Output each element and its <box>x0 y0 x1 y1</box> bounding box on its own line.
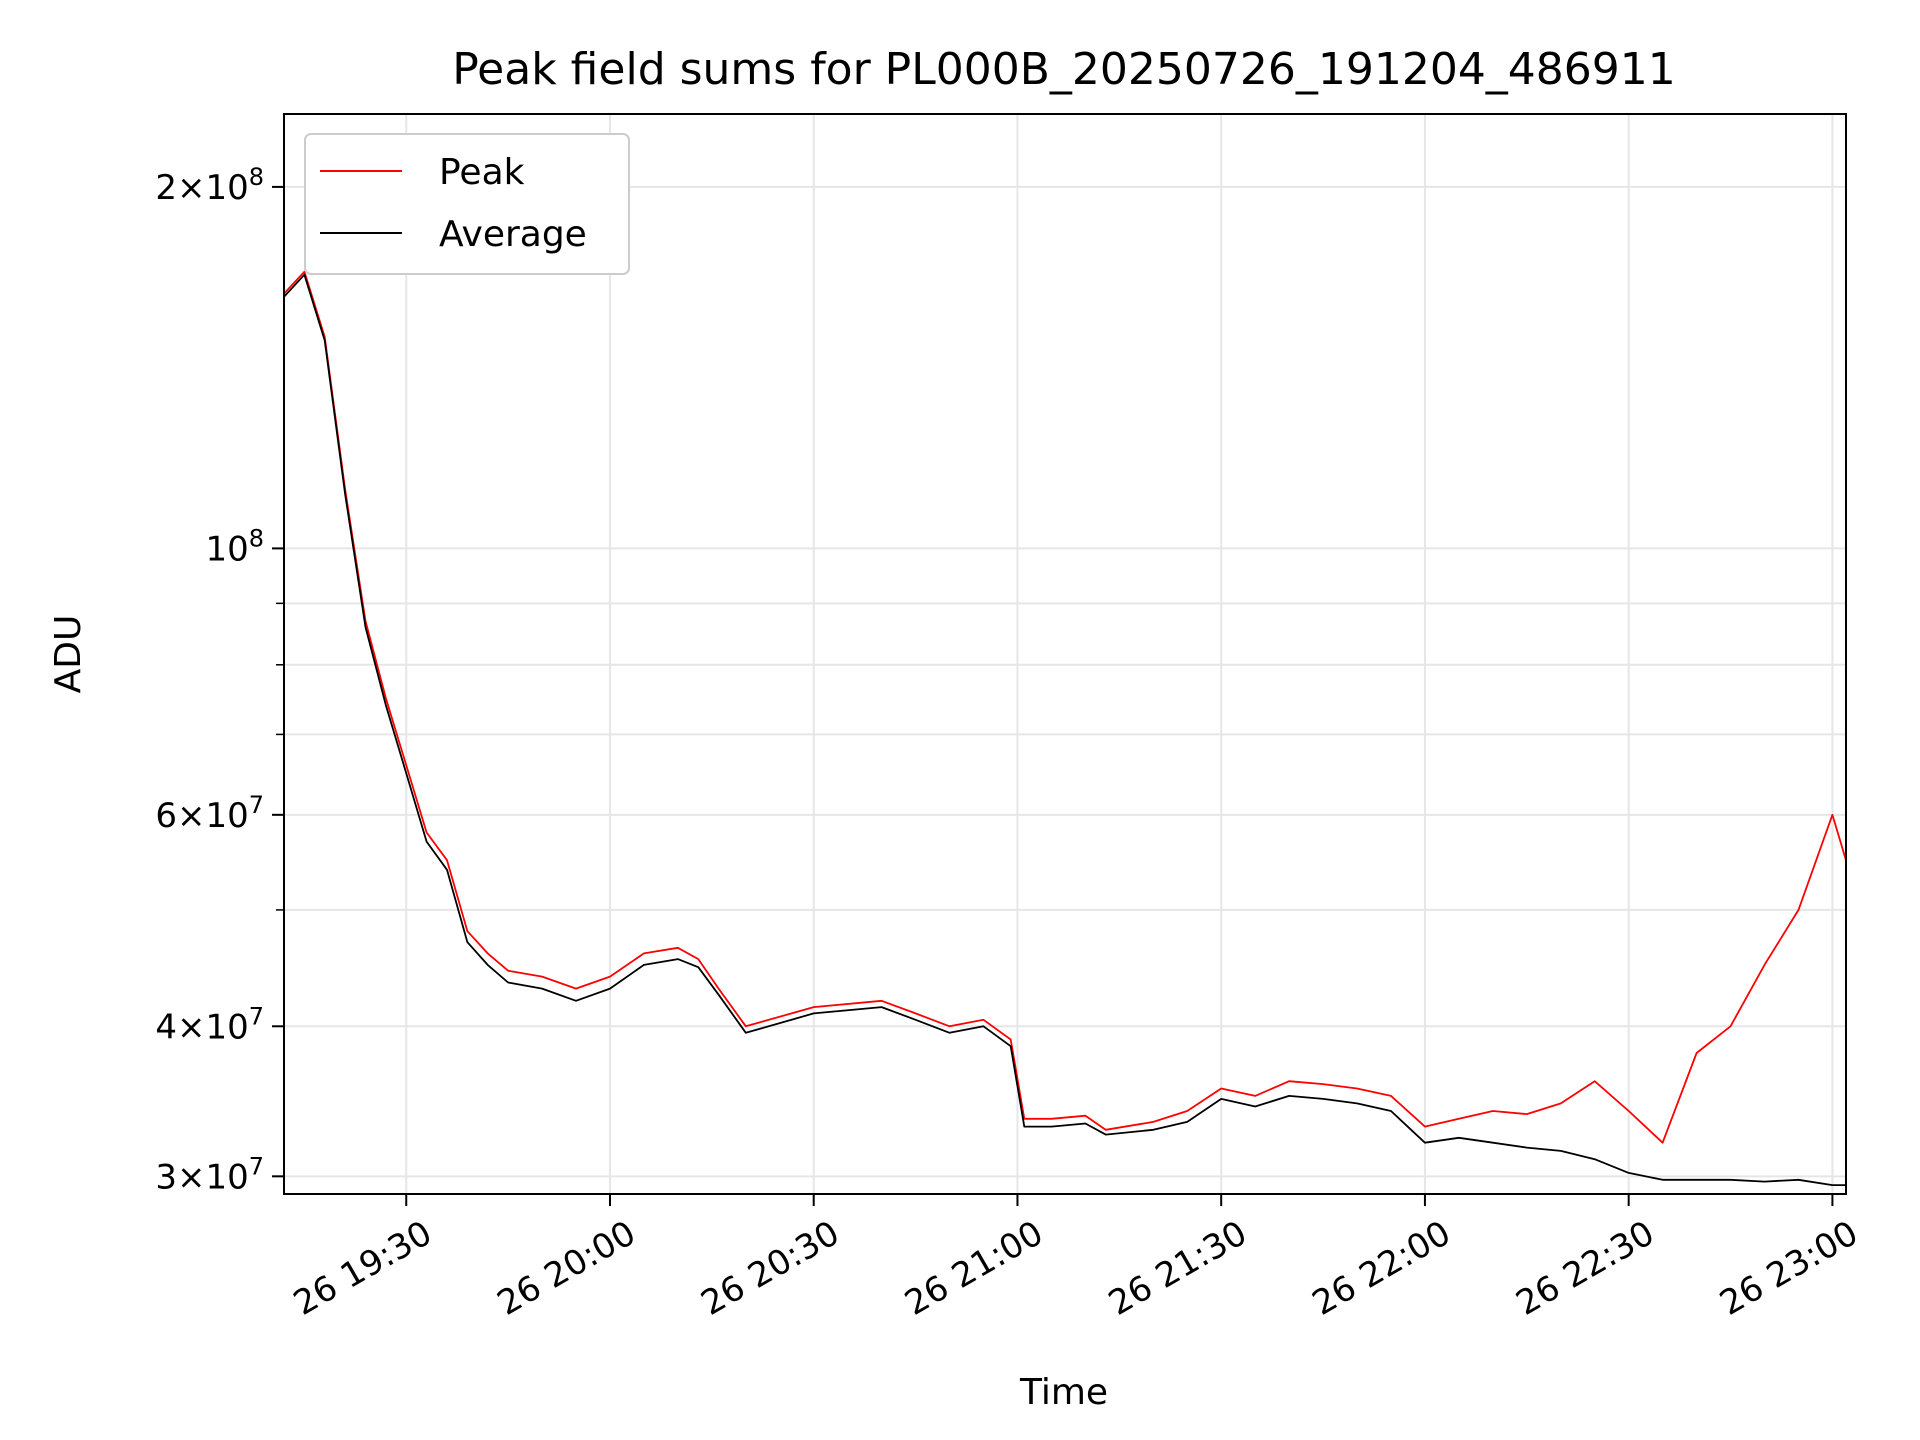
series-line-peak <box>283 270 1847 1144</box>
legend-box <box>304 133 630 275</box>
y-tick-label: 6×107 <box>155 791 264 836</box>
y-axis-ticks: 3×107 4×107 6×107 108 2×108 <box>155 163 284 1197</box>
y-tick-label: 2×108 <box>155 163 264 208</box>
legend-label-average: Average <box>439 214 587 255</box>
y-tick-label: 3×107 <box>155 1152 264 1197</box>
y-axis-label: ADU <box>48 615 89 694</box>
legend-label-peak: Peak <box>439 152 525 193</box>
legend: Peak Average <box>304 133 630 275</box>
series-lines <box>283 270 1847 1186</box>
x-axis-label: Time <box>1019 1372 1108 1413</box>
series-line-average <box>283 273 1846 1186</box>
plot-frame <box>283 113 1847 1195</box>
y-tick-label: 108 <box>205 524 264 569</box>
chart-title: Peak field sums for PL000B_20250726_1912… <box>452 44 1676 95</box>
y-tick-label: 4×107 <box>155 1002 264 1047</box>
